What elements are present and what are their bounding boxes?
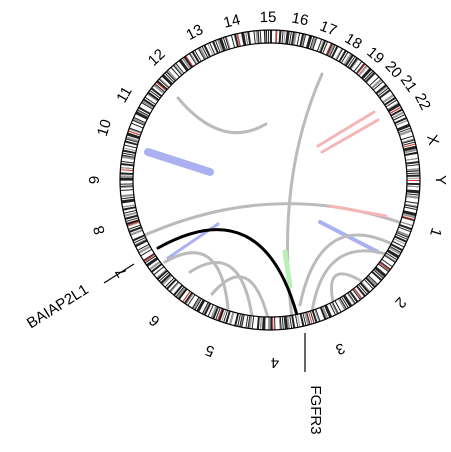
chromosome-label: X bbox=[423, 133, 442, 147]
link bbox=[144, 148, 214, 176]
ideogram-ring bbox=[119, 29, 421, 331]
link bbox=[328, 204, 388, 218]
link bbox=[286, 72, 324, 320]
link bbox=[188, 261, 254, 318]
chromosome-label: 17 bbox=[317, 18, 339, 40]
chromosome-label: 9 bbox=[86, 176, 103, 184]
link bbox=[210, 275, 270, 320]
ring-bands-gray bbox=[120, 30, 420, 330]
link bbox=[298, 233, 394, 307]
link bbox=[163, 251, 230, 310]
link bbox=[316, 110, 376, 148]
chromosome-label: 4 bbox=[271, 354, 279, 371]
chromosome-label: 15 bbox=[259, 9, 276, 26]
chromosome-label: 6 bbox=[146, 311, 163, 329]
fusion-link bbox=[156, 228, 299, 317]
gene-label: BAIAP2L1 bbox=[24, 281, 92, 332]
chromosome-label: 8 bbox=[90, 224, 109, 237]
chromosome-labels: 1 2 3 4 5 6 7 8 9 10 11 12 13 14 15 16 1… bbox=[86, 9, 449, 371]
chromosome-label: Y bbox=[432, 175, 449, 185]
chromosome-label: 19 bbox=[363, 44, 387, 68]
link bbox=[132, 202, 412, 242]
chromosome-label: 1 bbox=[426, 226, 445, 239]
chromosome-label: 13 bbox=[183, 21, 206, 44]
chromosome-label: 10 bbox=[94, 117, 115, 138]
chromosome-label: 5 bbox=[203, 341, 216, 360]
ring-outer bbox=[119, 29, 421, 331]
ring-bands-red bbox=[120, 30, 420, 330]
gene-pointer bbox=[103, 263, 135, 284]
chromosome-label: 14 bbox=[222, 11, 242, 32]
link bbox=[310, 249, 400, 314]
link bbox=[282, 249, 293, 289]
chromosome-label: 16 bbox=[290, 10, 310, 30]
link bbox=[176, 96, 268, 135]
chromosome-label: 22 bbox=[411, 90, 434, 113]
link bbox=[320, 118, 380, 154]
chromosome-label: 2 bbox=[391, 294, 409, 312]
gene-label: FGFR3 bbox=[307, 385, 324, 434]
chromosome-label: 12 bbox=[145, 46, 169, 70]
chromosome-label: 11 bbox=[113, 84, 136, 106]
chromosome-label: 21 bbox=[397, 72, 420, 95]
chromosome-label: 18 bbox=[342, 30, 365, 53]
ring-inner bbox=[132, 42, 408, 318]
chromosome-label: 3 bbox=[333, 339, 347, 358]
